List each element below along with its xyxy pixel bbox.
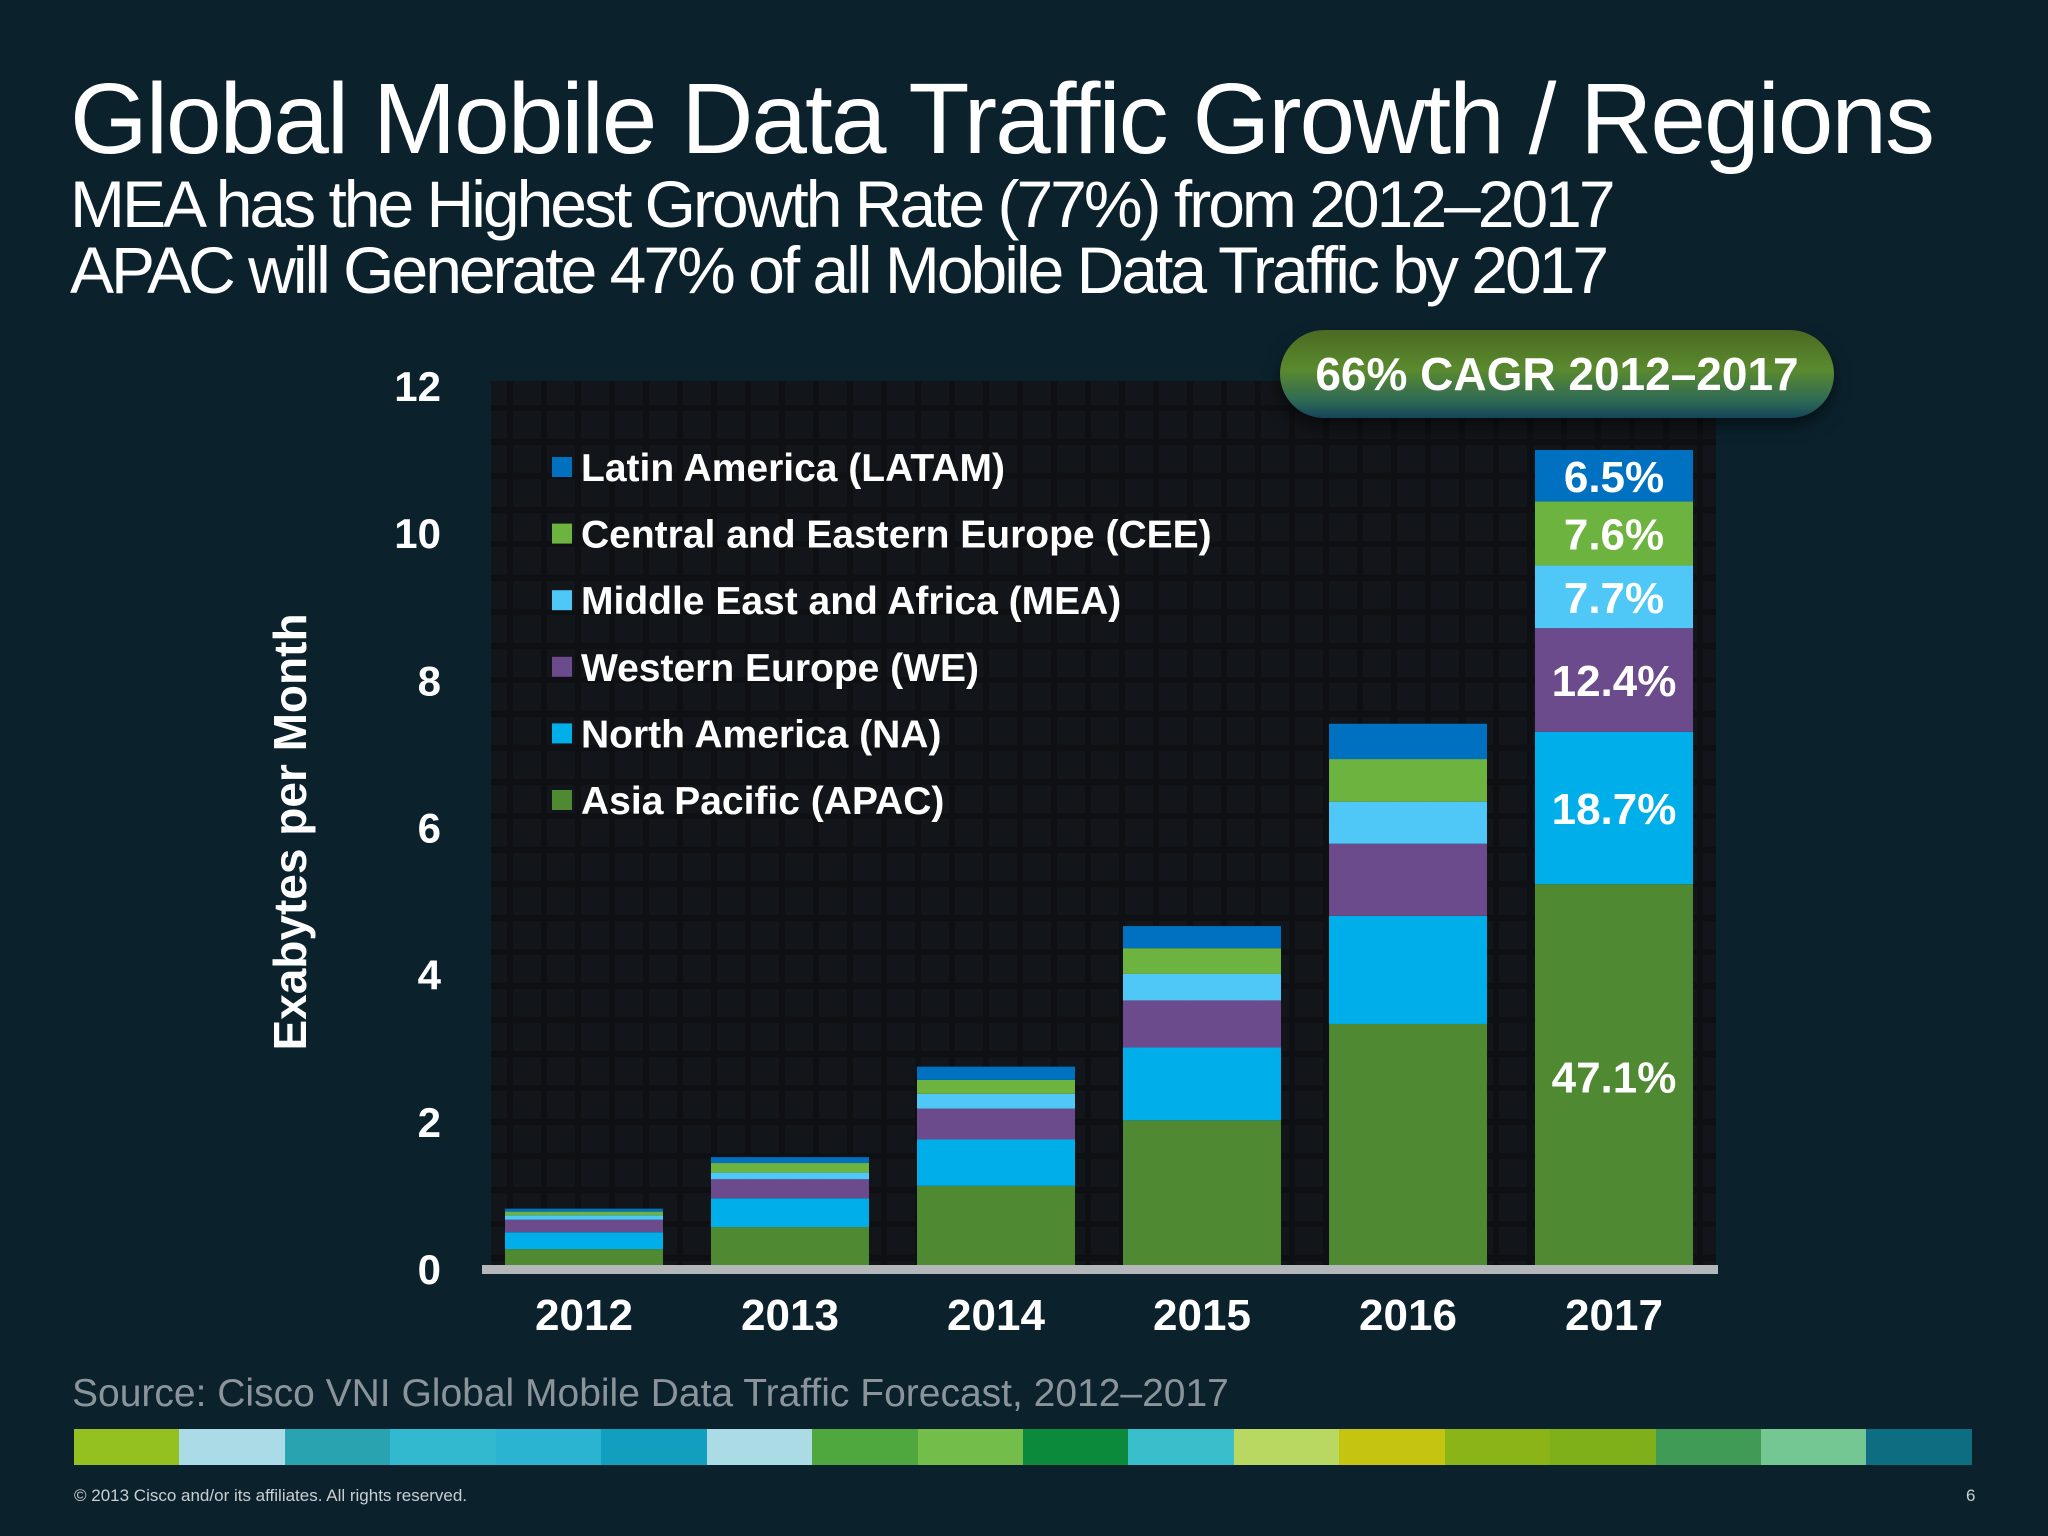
strip-block — [1550, 1429, 1656, 1465]
y-tick-label: 6 — [418, 805, 441, 852]
legend-swatch — [552, 523, 572, 544]
y-tick-label: 12 — [394, 363, 441, 410]
bar-segment-2015-1 — [1123, 1047, 1281, 1121]
source-note: Source: Cisco VNI Global Mobile Data Tra… — [72, 1372, 1229, 1415]
data-label: 12.4% — [1552, 657, 1677, 706]
strip-block — [179, 1429, 285, 1465]
strip-block — [1444, 1429, 1551, 1465]
y-axis-label: Exabytes per Month — [264, 613, 316, 1050]
bar-segment-2012-3 — [505, 1215, 663, 1220]
decorative-color-strip — [74, 1429, 1972, 1465]
legend-swatch — [552, 590, 572, 611]
x-tick-label: 2014 — [947, 1291, 1045, 1340]
bar-segment-2012-2 — [505, 1219, 663, 1233]
legend-label: Western Europe (WE) — [581, 647, 979, 690]
bar-segment-2016-3 — [1329, 801, 1487, 844]
bar-segment-2016-2 — [1329, 843, 1487, 916]
cagr-callout: 66% CAGR 2012–2017 — [1280, 330, 1834, 418]
legend-swatch — [552, 656, 572, 677]
bar-segment-2014-1 — [917, 1139, 1075, 1186]
bar-segment-2017-1 — [1535, 731, 1693, 885]
bar-segment-2012-4 — [505, 1211, 663, 1216]
strip-block — [390, 1429, 496, 1465]
legend-label: Asia Pacific (APAC) — [581, 780, 944, 823]
data-label: 47.1% — [1552, 1054, 1677, 1103]
bar-segment-2013-5 — [711, 1157, 869, 1164]
x-tick-label: 2013 — [741, 1291, 839, 1340]
x-tick-label: 2016 — [1359, 1291, 1457, 1340]
x-tick-label: 2015 — [1153, 1291, 1251, 1340]
data-label: 18.7% — [1552, 785, 1677, 834]
bar-segment-2014-4 — [917, 1079, 1075, 1094]
strip-block — [284, 1429, 391, 1465]
bar-segment-2012-1 — [505, 1232, 663, 1250]
bar-segment-2012-0 — [505, 1249, 663, 1269]
bar-segment-2016-0 — [1329, 1023, 1487, 1269]
bar-segment-2015-2 — [1123, 1000, 1281, 1048]
strip-block — [917, 1429, 1023, 1465]
bar-segment-2015-0 — [1123, 1120, 1281, 1269]
y-tick-label: 10 — [394, 510, 441, 557]
y-tick-label: 2 — [418, 1099, 441, 1146]
strip-block — [1128, 1429, 1234, 1465]
legend-swatch — [552, 457, 572, 477]
bar-segment-2013-0 — [711, 1227, 869, 1269]
cagr-text: 66% CAGR 2012–2017 — [1315, 348, 1799, 400]
strip-block — [74, 1429, 180, 1465]
bar-segment-2013-2 — [711, 1179, 869, 1199]
bar-segment-2012-5 — [505, 1208, 663, 1212]
y-tick-label: 0 — [418, 1246, 441, 1293]
legend-label: Central and Eastern Europe (CEE) — [581, 514, 1212, 557]
legend-swatch — [552, 790, 572, 810]
data-label: 7.6% — [1564, 511, 1664, 560]
plot-background — [491, 381, 1716, 1269]
strip-block — [1233, 1429, 1340, 1465]
legend-label: Middle East and Africa (MEA) — [581, 580, 1121, 623]
strip-block — [495, 1429, 602, 1465]
bar-segment-2017-0 — [1535, 884, 1693, 1269]
bar-segment-2015-5 — [1123, 926, 1281, 949]
bar-segment-2013-4 — [711, 1163, 869, 1173]
copyright: © 2013 Cisco and/or its affiliates. All … — [74, 1486, 468, 1505]
bar-segment-2016-5 — [1329, 723, 1487, 760]
strip-block — [812, 1429, 918, 1465]
data-label: 6.5% — [1564, 453, 1664, 502]
bar-segment-2013-3 — [711, 1172, 869, 1180]
bar-segment-2016-4 — [1329, 759, 1487, 802]
legend-label: Latin America (LATAM) — [581, 447, 1005, 490]
subtitle-apac: APAC will Generate 47% of all Mobile Dat… — [70, 233, 1609, 307]
bar-segment-2017-2 — [1535, 628, 1693, 732]
strip-block — [1761, 1429, 1867, 1465]
x-tick-label: 2012 — [535, 1291, 633, 1340]
data-label: 7.7% — [1564, 574, 1664, 623]
strip-block — [1022, 1429, 1129, 1465]
x-tick-label: 2017 — [1565, 1291, 1663, 1340]
strip-block — [1866, 1429, 1972, 1465]
bar-segment-2014-3 — [917, 1093, 1075, 1109]
bar-segment-2017-4 — [1535, 501, 1693, 566]
legend-label: North America (NA) — [581, 713, 941, 756]
bar-segment-2015-3 — [1123, 973, 1281, 1001]
x-axis-baseline — [482, 1265, 1718, 1274]
strip-block — [1339, 1429, 1445, 1465]
legend-swatch — [552, 723, 572, 744]
subtitle-mea: MEA has the Highest Growth Rate (77%) fr… — [70, 167, 1616, 241]
bar-segment-2016-1 — [1329, 915, 1487, 1024]
strip-block — [1655, 1429, 1761, 1465]
page-title: Global Mobile Data Traffic Growth / Regi… — [70, 63, 1935, 175]
bar-segment-2015-4 — [1123, 948, 1281, 974]
bar-segment-2013-1 — [711, 1198, 869, 1228]
bar-segment-2014-2 — [917, 1108, 1075, 1140]
strip-block — [601, 1429, 707, 1465]
bar-segment-2017-3 — [1535, 565, 1693, 629]
page-number: 6 — [1966, 1486, 1976, 1505]
bar-segment-2014-5 — [917, 1066, 1075, 1080]
y-tick-label: 4 — [418, 952, 442, 999]
bar-segment-2014-0 — [917, 1185, 1075, 1269]
y-tick-label: 8 — [418, 657, 441, 704]
strip-block — [706, 1429, 813, 1465]
bar-segment-2017-5 — [1535, 450, 1693, 502]
